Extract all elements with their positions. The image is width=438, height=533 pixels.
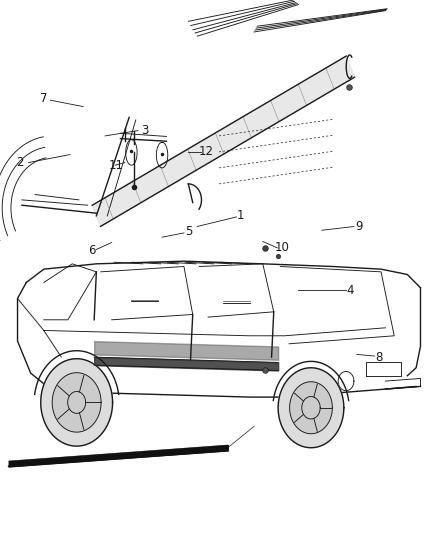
- Text: 7: 7: [40, 92, 48, 105]
- Text: 10: 10: [275, 241, 290, 254]
- Text: 9: 9: [355, 220, 363, 233]
- Text: 3: 3: [141, 124, 148, 137]
- Text: 2: 2: [16, 156, 24, 169]
- Polygon shape: [278, 368, 344, 448]
- Text: 6: 6: [88, 244, 96, 257]
- Polygon shape: [290, 382, 332, 434]
- Text: 8: 8: [375, 351, 382, 364]
- Polygon shape: [92, 56, 355, 227]
- Text: 1: 1: [237, 209, 245, 222]
- Text: 4: 4: [346, 284, 354, 297]
- Text: 5: 5: [185, 225, 192, 238]
- Text: 11: 11: [109, 159, 124, 172]
- Polygon shape: [41, 359, 113, 446]
- Text: 12: 12: [198, 146, 213, 158]
- Polygon shape: [52, 373, 101, 432]
